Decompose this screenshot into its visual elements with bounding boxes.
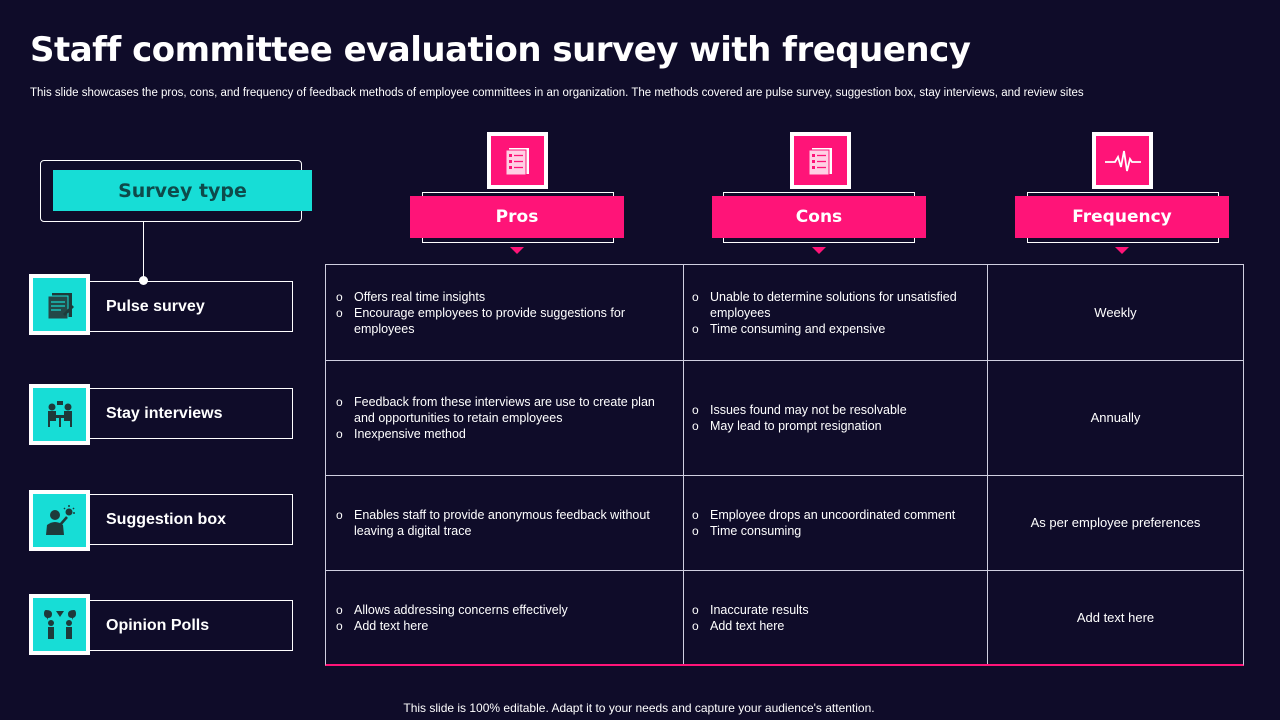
page-title: Staff committee evaluation survey with f… [30, 30, 971, 70]
cons-cell: Employee drops an uncoordinated comment … [692, 476, 982, 570]
row-label-opinion-polls: Opinion Polls [88, 600, 293, 651]
cons-cell: Unable to determine solutions for unsati… [692, 265, 982, 360]
survey-document-icon [29, 274, 90, 335]
cons-header: Cons [712, 196, 926, 238]
frequency-header: Frequency [1015, 196, 1229, 238]
row-label-pulse-survey: Pulse survey [88, 281, 293, 332]
row-divider [326, 570, 1243, 571]
row-divider [326, 475, 1243, 476]
checklist-icon [790, 132, 851, 189]
list-item: Offers real time insights [336, 289, 671, 305]
list-item: Add text here [336, 618, 568, 634]
list-item: Time consuming [692, 523, 955, 539]
list-item: Feedback from these interviews are use t… [336, 394, 671, 426]
list-item: Encourage employees to provide suggestio… [336, 305, 671, 337]
pros-header: Pros [410, 196, 624, 238]
row-divider [326, 360, 1243, 361]
list-item: Add text here [692, 618, 809, 634]
frequency-pointer [1115, 247, 1129, 254]
frequency-cell: Weekly [1094, 304, 1137, 320]
cons-cell: Issues found may not be resolvable May l… [692, 361, 982, 475]
list-item: May lead to prompt resignation [692, 418, 907, 434]
list-item: Enables staff to provide anonymous feedb… [336, 507, 671, 539]
cons-cell: Inaccurate results Add text here [692, 571, 982, 665]
list-item: Employee drops an uncoordinated comment [692, 507, 955, 523]
row-label-suggestion-box: Suggestion box [88, 494, 293, 545]
frequency-cell: Add text here [1076, 610, 1155, 625]
list-item: Issues found may not be resolvable [692, 402, 907, 418]
opinion-people-icon [29, 594, 90, 655]
list-item: Time consuming and expensive [692, 321, 982, 337]
interview-meeting-icon [29, 384, 90, 445]
comparison-table: Offers real time insights Encourage empl… [325, 264, 1244, 666]
idea-person-icon [29, 490, 90, 551]
pros-pointer [510, 247, 524, 254]
pros-cell: Offers real time insights Encourage empl… [336, 265, 671, 360]
pulse-wave-icon [1092, 132, 1153, 189]
frequency-cell: Annually [1090, 410, 1141, 425]
list-item: Unable to determine solutions for unsati… [692, 289, 982, 321]
column-divider [987, 265, 988, 664]
list-item: Inaccurate results [692, 602, 809, 618]
pros-cell: Feedback from these interviews are use t… [336, 361, 671, 475]
cons-pointer [812, 247, 826, 254]
list-item: Inexpensive method [336, 426, 671, 442]
list-item: Allows addressing concerns effectively [336, 602, 568, 618]
checklist-icon [487, 132, 548, 189]
connector-dot [139, 276, 148, 285]
connector-line [143, 222, 144, 280]
page-subtitle: This slide showcases the pros, cons, and… [30, 87, 1084, 99]
footer-note: This slide is 100% editable. Adapt it to… [403, 701, 875, 715]
column-divider [683, 265, 684, 664]
frequency-cell: As per employee preferences [1030, 515, 1201, 530]
pros-cell: Enables staff to provide anonymous feedb… [336, 476, 671, 570]
survey-type-header: Survey type [53, 170, 312, 211]
pros-cell: Allows addressing concerns effectively A… [336, 571, 671, 665]
row-label-stay-interviews: Stay interviews [88, 388, 293, 439]
